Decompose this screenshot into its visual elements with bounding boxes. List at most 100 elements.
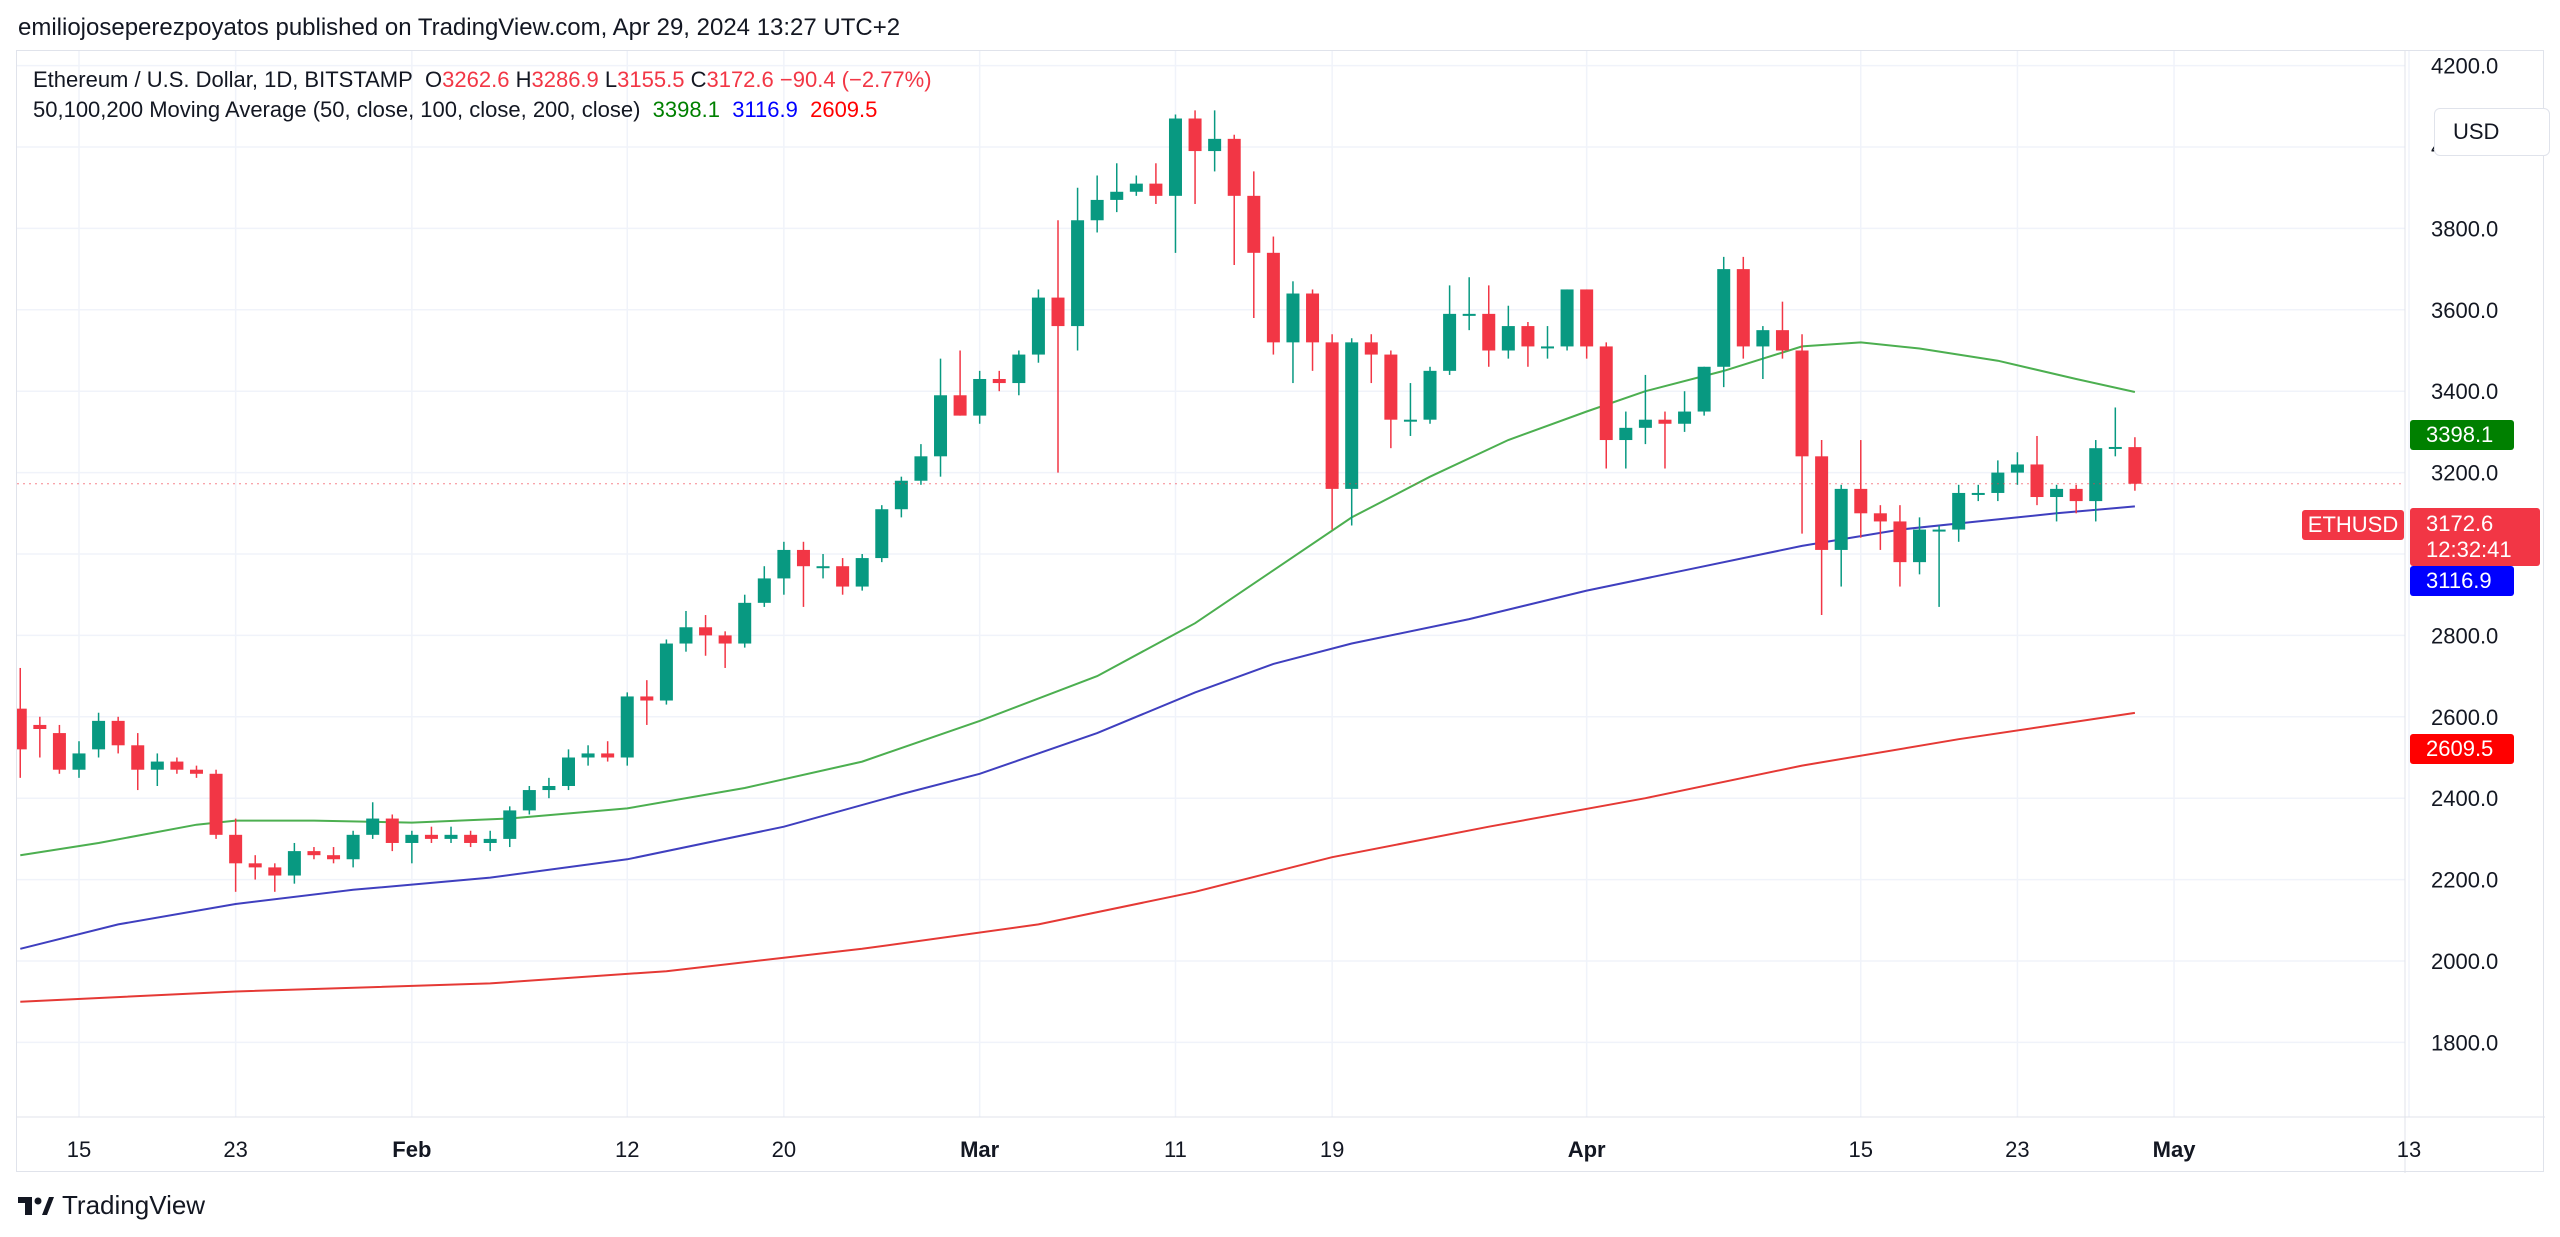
candle-down <box>464 830 478 848</box>
candle-up <box>346 830 360 868</box>
candle-up <box>1090 175 1104 233</box>
candle-down <box>1482 285 1496 367</box>
close-label: C <box>690 67 707 92</box>
candle-down <box>1364 334 1378 384</box>
x-tick-label: 23 <box>223 1137 247 1162</box>
candle-up <box>1697 366 1711 416</box>
candle-up <box>2108 407 2122 457</box>
close-value: 3172.6 <box>706 67 774 92</box>
candle-body <box>1129 183 1143 192</box>
candle-body <box>1775 330 1789 351</box>
ma200-value: 2609.5 <box>810 97 878 122</box>
ma200-line <box>20 711 2136 1003</box>
candle-body <box>796 549 810 567</box>
x-tick-label: 11 <box>1164 1137 1187 1162</box>
candle-body <box>1110 191 1124 200</box>
candle-body <box>1932 529 1946 532</box>
candle-up <box>1462 277 1476 331</box>
candle-up <box>973 370 987 424</box>
candle-down <box>268 863 282 892</box>
candle-body <box>836 566 850 587</box>
candle-body <box>405 834 419 843</box>
candle-down <box>170 757 184 774</box>
candle-body <box>640 696 654 701</box>
x-tick-label: 12 <box>615 1137 639 1162</box>
candle-body <box>1384 354 1398 420</box>
candle-body <box>1345 342 1359 489</box>
candle-body <box>17 708 27 750</box>
candle-body <box>679 627 693 644</box>
candle-up <box>1423 366 1437 424</box>
chart-frame[interactable]: 1800.02000.02200.02400.02600.02800.03000… <box>16 50 2550 1173</box>
candle-body <box>562 757 575 786</box>
x-tick-label: 23 <box>2005 1137 2029 1162</box>
candle-up <box>1168 114 1182 253</box>
candle-up <box>150 753 164 786</box>
y-tick-label: 3800.0 <box>2431 216 2498 241</box>
candle-body <box>894 480 908 510</box>
x-tick-label: 13 <box>2397 1137 2421 1162</box>
ma-title[interactable]: 50,100,200 Moving Average (50, close, 10… <box>33 97 641 122</box>
symbol-title[interactable]: Ethereum / U.S. Dollar, 1D, BITSTAMP <box>33 67 413 92</box>
candle-body <box>1717 269 1731 367</box>
candle-down <box>1893 505 1907 587</box>
candle-up <box>522 785 536 815</box>
candle-down <box>1815 440 1829 616</box>
candle-body <box>1756 330 1770 347</box>
candle-up <box>1541 326 1554 359</box>
candle-body <box>1736 269 1750 347</box>
y-tick-label: 2000.0 <box>2431 949 2498 974</box>
low-value: 3155.5 <box>617 67 685 92</box>
candle-up <box>934 358 948 477</box>
candle-up <box>1031 289 1045 363</box>
candle-down <box>111 716 125 754</box>
candle-body <box>268 867 282 876</box>
candle-body <box>1403 419 1417 422</box>
candle-up <box>620 692 634 766</box>
ma100-value: 3116.9 <box>732 97 798 122</box>
candlestick-chart[interactable]: 1800.02000.02200.02400.02600.02800.03000… <box>17 51 2545 1173</box>
ma100-tag-value: 3116.9 <box>2426 568 2492 593</box>
candle-down <box>229 818 243 892</box>
candle-body <box>424 834 438 839</box>
candle-down <box>2030 435 2044 506</box>
candle-body <box>33 724 47 730</box>
candle-body <box>327 855 341 860</box>
low-label: L <box>604 67 618 92</box>
candle-up <box>757 566 771 607</box>
candle-up <box>287 842 301 884</box>
ma50-tag-value: 3398.1 <box>2426 422 2494 447</box>
candle-body <box>1090 199 1104 221</box>
candle-body <box>522 790 536 811</box>
ma100-tag: 3116.9 <box>2410 566 2514 596</box>
candle-body <box>992 378 1006 384</box>
candle-body <box>2128 447 2142 484</box>
candle-body <box>581 753 595 758</box>
candle-body <box>855 558 869 587</box>
candle-down <box>1854 440 1868 538</box>
ma200-tag: 2609.5 <box>2410 734 2514 764</box>
candle-up <box>405 830 419 864</box>
candles <box>17 110 2142 892</box>
candle-body <box>934 395 948 457</box>
candle-up <box>1110 163 1124 213</box>
y-tick-label: 2600.0 <box>2431 705 2498 730</box>
candle-down <box>52 724 66 774</box>
candle-up <box>483 830 497 852</box>
currency-button[interactable]: USD <box>2434 108 2550 156</box>
tradingview-logo[interactable]: TradingView <box>18 1190 205 1221</box>
candle-up <box>875 505 889 563</box>
publisher-info: emiliojoseperezpoyatos published on Trad… <box>18 14 901 41</box>
candle-body <box>150 761 164 770</box>
candle-up <box>1638 374 1652 445</box>
moving-average-lines <box>20 341 2136 1003</box>
candle-body <box>1815 456 1829 550</box>
candle-up <box>444 826 458 843</box>
x-tick-label: May <box>2153 1137 2197 1162</box>
y-tick-label: 3400.0 <box>2431 379 2498 404</box>
candle-body <box>1599 346 1613 441</box>
candle-up <box>1971 484 1985 502</box>
candle-body <box>2069 488 2083 502</box>
candle-down <box>327 847 341 864</box>
last-price-value: 3172.6 <box>2426 511 2494 536</box>
